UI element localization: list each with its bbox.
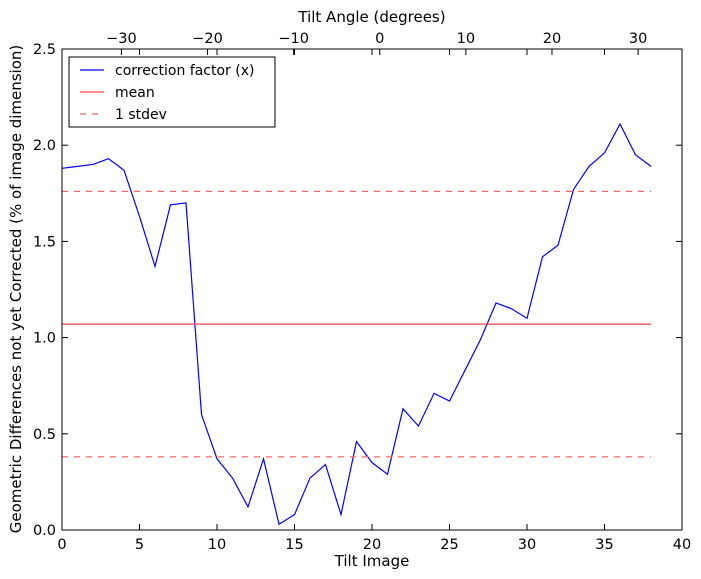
plot-marks [61,122,652,526]
axis-ticks: 0 5 10 15 20 25 30 35 40 0.0 0.5 1.0 1.5 2.0 2.5 −30 −20… [33,31,691,553]
x-tick-label: 25 [440,537,458,553]
x-tick-label: 30 [518,537,536,553]
x-tick-label: 35 [595,537,613,553]
top-x-axis-label: Tilt Angle (degrees) [297,8,445,26]
x-tick-label: 10 [208,537,226,553]
x-tick-label: 5 [135,537,144,553]
top-x-tick-label: 10 [457,31,475,47]
top-x-tick-label: 30 [629,31,647,47]
y-tick-label: 1.0 [33,331,56,347]
legend-label-mean: mean [115,85,155,101]
x-tick-label: 15 [285,537,303,553]
y-tick-label: 0.0 [33,523,56,539]
y-tick-label: 2.0 [33,138,56,154]
x-axis-label: Tilt Image [334,552,410,570]
top-x-tick-label: 0 [375,31,384,47]
top-x-tick-label: −20 [192,31,223,47]
top-x-tick-label: 20 [543,31,561,47]
series-line-0 [61,122,652,526]
y-tick-label: 1.5 [33,234,56,250]
legend: correction factor (x) mean 1 stdev [68,56,276,128]
top-x-tick-label: −30 [106,31,137,47]
top-x-tick-label: −10 [278,31,309,47]
legend-label-stdev: 1 stdev [115,107,167,123]
y-tick-label: 0.5 [33,427,56,443]
x-tick-label: 0 [57,537,66,553]
y-tick-label: 2.5 [33,42,56,58]
x-tick-label: 20 [363,537,381,553]
legend-label-correction: correction factor (x) [115,63,254,79]
x-tick-label: 40 [673,537,691,553]
y-axis-label: Geometric Differences not yet Corrected … [7,45,25,534]
